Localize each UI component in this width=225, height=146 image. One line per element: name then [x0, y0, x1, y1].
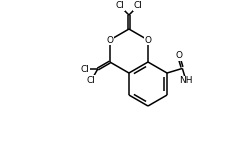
Text: O: O [106, 35, 113, 45]
Text: NH: NH [179, 76, 192, 85]
Text: O: O [144, 35, 151, 45]
Text: Cl: Cl [115, 1, 124, 10]
Text: Cl: Cl [133, 1, 142, 10]
Text: Cl: Cl [80, 65, 89, 74]
Text: Cl: Cl [86, 76, 95, 85]
Text: O: O [174, 52, 181, 60]
